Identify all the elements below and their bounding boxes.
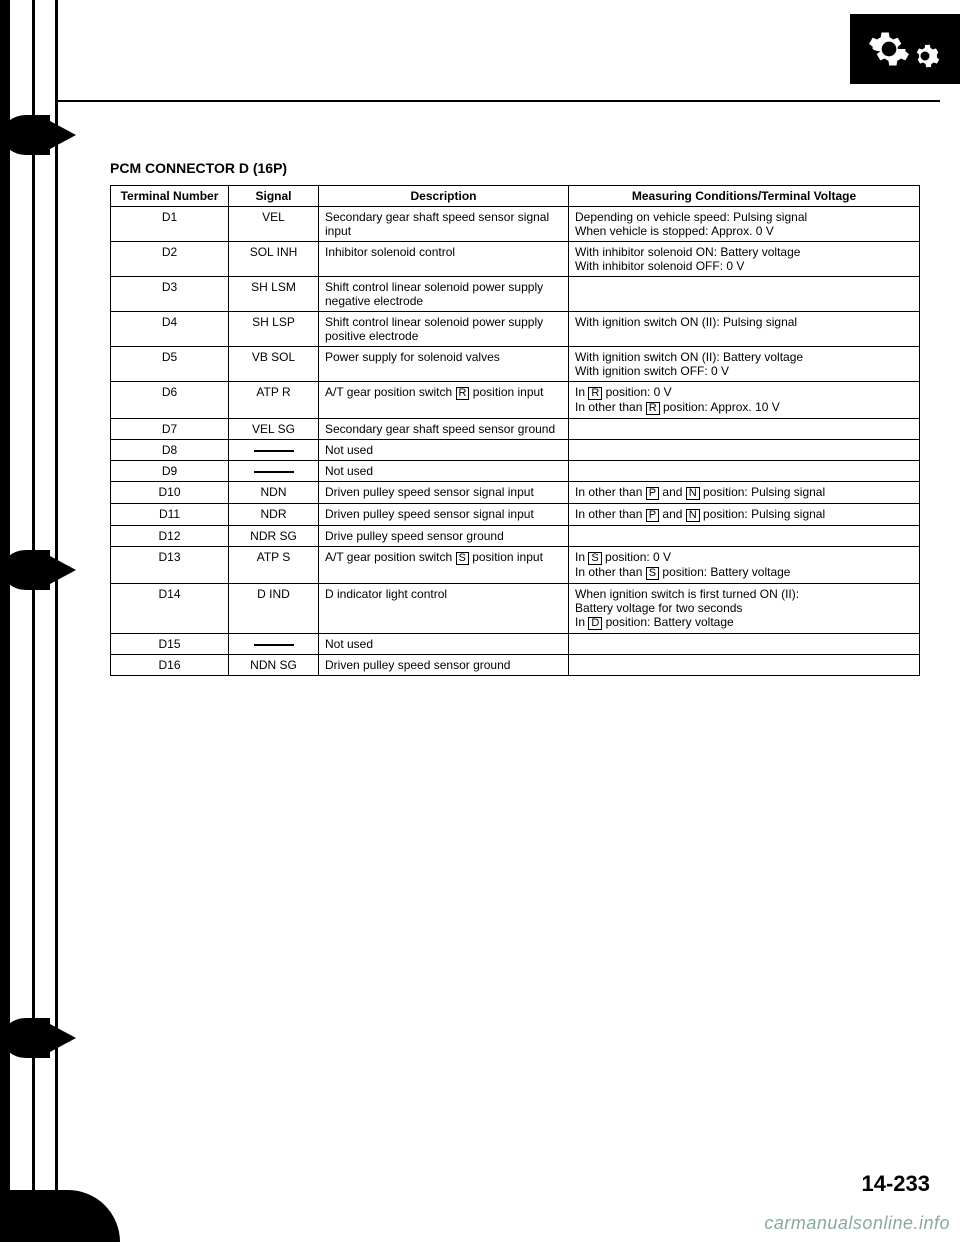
cell-signal: D IND [229, 584, 319, 634]
table-row: D7VEL SGSecondary gear shaft speed senso… [111, 419, 920, 440]
cell-signal: SH LSM [229, 277, 319, 312]
cell-description: Driven pulley speed sensor ground [319, 655, 569, 676]
table-row: D14D INDD indicator light controlWhen ig… [111, 584, 920, 634]
cell-terminal: D3 [111, 277, 229, 312]
table-row: D16NDN SGDriven pulley speed sensor grou… [111, 655, 920, 676]
table-row: D10NDNDriven pulley speed sensor signal … [111, 482, 920, 504]
table-row: D3SH LSMShift control linear solenoid po… [111, 277, 920, 312]
header-rule [58, 100, 940, 102]
cell-description: Driven pulley speed sensor signal input [319, 482, 569, 504]
cell-signal: NDR [229, 504, 319, 526]
cell-measuring [569, 277, 920, 312]
cell-signal: ATP R [229, 382, 319, 419]
cell-signal: SOL INH [229, 242, 319, 277]
cell-description: Shift control linear solenoid power supp… [319, 312, 569, 347]
cell-signal: VEL [229, 207, 319, 242]
table-row: D12NDR SGDrive pulley speed sensor groun… [111, 526, 920, 547]
cell-terminal: D14 [111, 584, 229, 634]
cell-description: Secondary gear shaft speed sensor ground [319, 419, 569, 440]
cell-signal [229, 440, 319, 461]
page: PCM CONNECTOR D (16P) Terminal Number Si… [0, 0, 960, 1242]
table-row: D8 Not used [111, 440, 920, 461]
cell-terminal: D6 [111, 382, 229, 419]
cell-measuring [569, 461, 920, 482]
cell-description: A/T gear position switch R position inpu… [319, 382, 569, 419]
dash-icon [254, 471, 294, 473]
cell-description: Shift control linear solenoid power supp… [319, 277, 569, 312]
cell-measuring: With ignition switch ON (II): Battery vo… [569, 347, 920, 382]
connector-table: Terminal Number Signal Description Measu… [110, 185, 920, 676]
dash-icon [254, 450, 294, 452]
binder-bottom-curve [0, 1190, 120, 1242]
cell-measuring: In S position: 0 VIn other than S positi… [569, 547, 920, 584]
cell-description: Not used [319, 440, 569, 461]
cell-measuring [569, 655, 920, 676]
cell-terminal: D4 [111, 312, 229, 347]
cell-measuring: In R position: 0 VIn other than R positi… [569, 382, 920, 419]
th-description: Description [319, 186, 569, 207]
cell-measuring: With inhibitor solenoid ON: Battery volt… [569, 242, 920, 277]
cell-signal: VEL SG [229, 419, 319, 440]
cell-description: Not used [319, 461, 569, 482]
cell-measuring [569, 526, 920, 547]
cell-measuring: In other than P and N position: Pulsing … [569, 482, 920, 504]
cell-measuring [569, 440, 920, 461]
dash-icon [254, 644, 294, 646]
cell-terminal: D7 [111, 419, 229, 440]
th-terminal: Terminal Number [111, 186, 229, 207]
section-title: PCM CONNECTOR D (16P) [110, 160, 287, 176]
cell-terminal: D15 [111, 634, 229, 655]
cell-signal [229, 461, 319, 482]
cell-terminal: D8 [111, 440, 229, 461]
cell-measuring: In other than P and N position: Pulsing … [569, 504, 920, 526]
table-row: D1VELSecondary gear shaft speed sensor s… [111, 207, 920, 242]
cell-terminal: D10 [111, 482, 229, 504]
table-row: D5VB SOLPower supply for solenoid valves… [111, 347, 920, 382]
page-number: 14-233 [861, 1171, 930, 1197]
cell-terminal: D9 [111, 461, 229, 482]
cell-measuring [569, 634, 920, 655]
gears-icon [850, 14, 960, 84]
cell-signal: ATP S [229, 547, 319, 584]
cell-description: Drive pulley speed sensor ground [319, 526, 569, 547]
cell-measuring: When ignition switch is first turned ON … [569, 584, 920, 634]
cell-description: Driven pulley speed sensor signal input [319, 504, 569, 526]
cell-description: Power supply for solenoid valves [319, 347, 569, 382]
cell-measuring [569, 419, 920, 440]
cell-description: D indicator light control [319, 584, 569, 634]
cell-terminal: D16 [111, 655, 229, 676]
table-row: D4SH LSPShift control linear solenoid po… [111, 312, 920, 347]
table-row: D9 Not used [111, 461, 920, 482]
th-measuring: Measuring Conditions/Terminal Voltage [569, 186, 920, 207]
cell-signal: NDR SG [229, 526, 319, 547]
cell-signal: NDN [229, 482, 319, 504]
cell-terminal: D5 [111, 347, 229, 382]
cell-description: Secondary gear shaft speed sensor signal… [319, 207, 569, 242]
cell-signal [229, 634, 319, 655]
cell-signal: VB SOL [229, 347, 319, 382]
cell-terminal: D1 [111, 207, 229, 242]
cell-signal: NDN SG [229, 655, 319, 676]
cell-signal: SH LSP [229, 312, 319, 347]
table-row: D15 Not used [111, 634, 920, 655]
table-row: D11NDRDriven pulley speed sensor signal … [111, 504, 920, 526]
cell-measuring: Depending on vehicle speed: Pulsing sign… [569, 207, 920, 242]
th-signal: Signal [229, 186, 319, 207]
cell-terminal: D12 [111, 526, 229, 547]
cell-description: Inhibitor solenoid control [319, 242, 569, 277]
cell-measuring: With ignition switch ON (II): Pulsing si… [569, 312, 920, 347]
cell-terminal: D13 [111, 547, 229, 584]
table-row: D2SOL INHInhibitor solenoid controlWith … [111, 242, 920, 277]
table-header-row: Terminal Number Signal Description Measu… [111, 186, 920, 207]
cell-description: A/T gear position switch S position inpu… [319, 547, 569, 584]
cell-terminal: D2 [111, 242, 229, 277]
watermark: carmanualsonline.info [764, 1213, 950, 1234]
cell-description: Not used [319, 634, 569, 655]
cell-terminal: D11 [111, 504, 229, 526]
table-row: D6ATP RA/T gear position switch R positi… [111, 382, 920, 419]
table-row: D13ATP SA/T gear position switch S posit… [111, 547, 920, 584]
